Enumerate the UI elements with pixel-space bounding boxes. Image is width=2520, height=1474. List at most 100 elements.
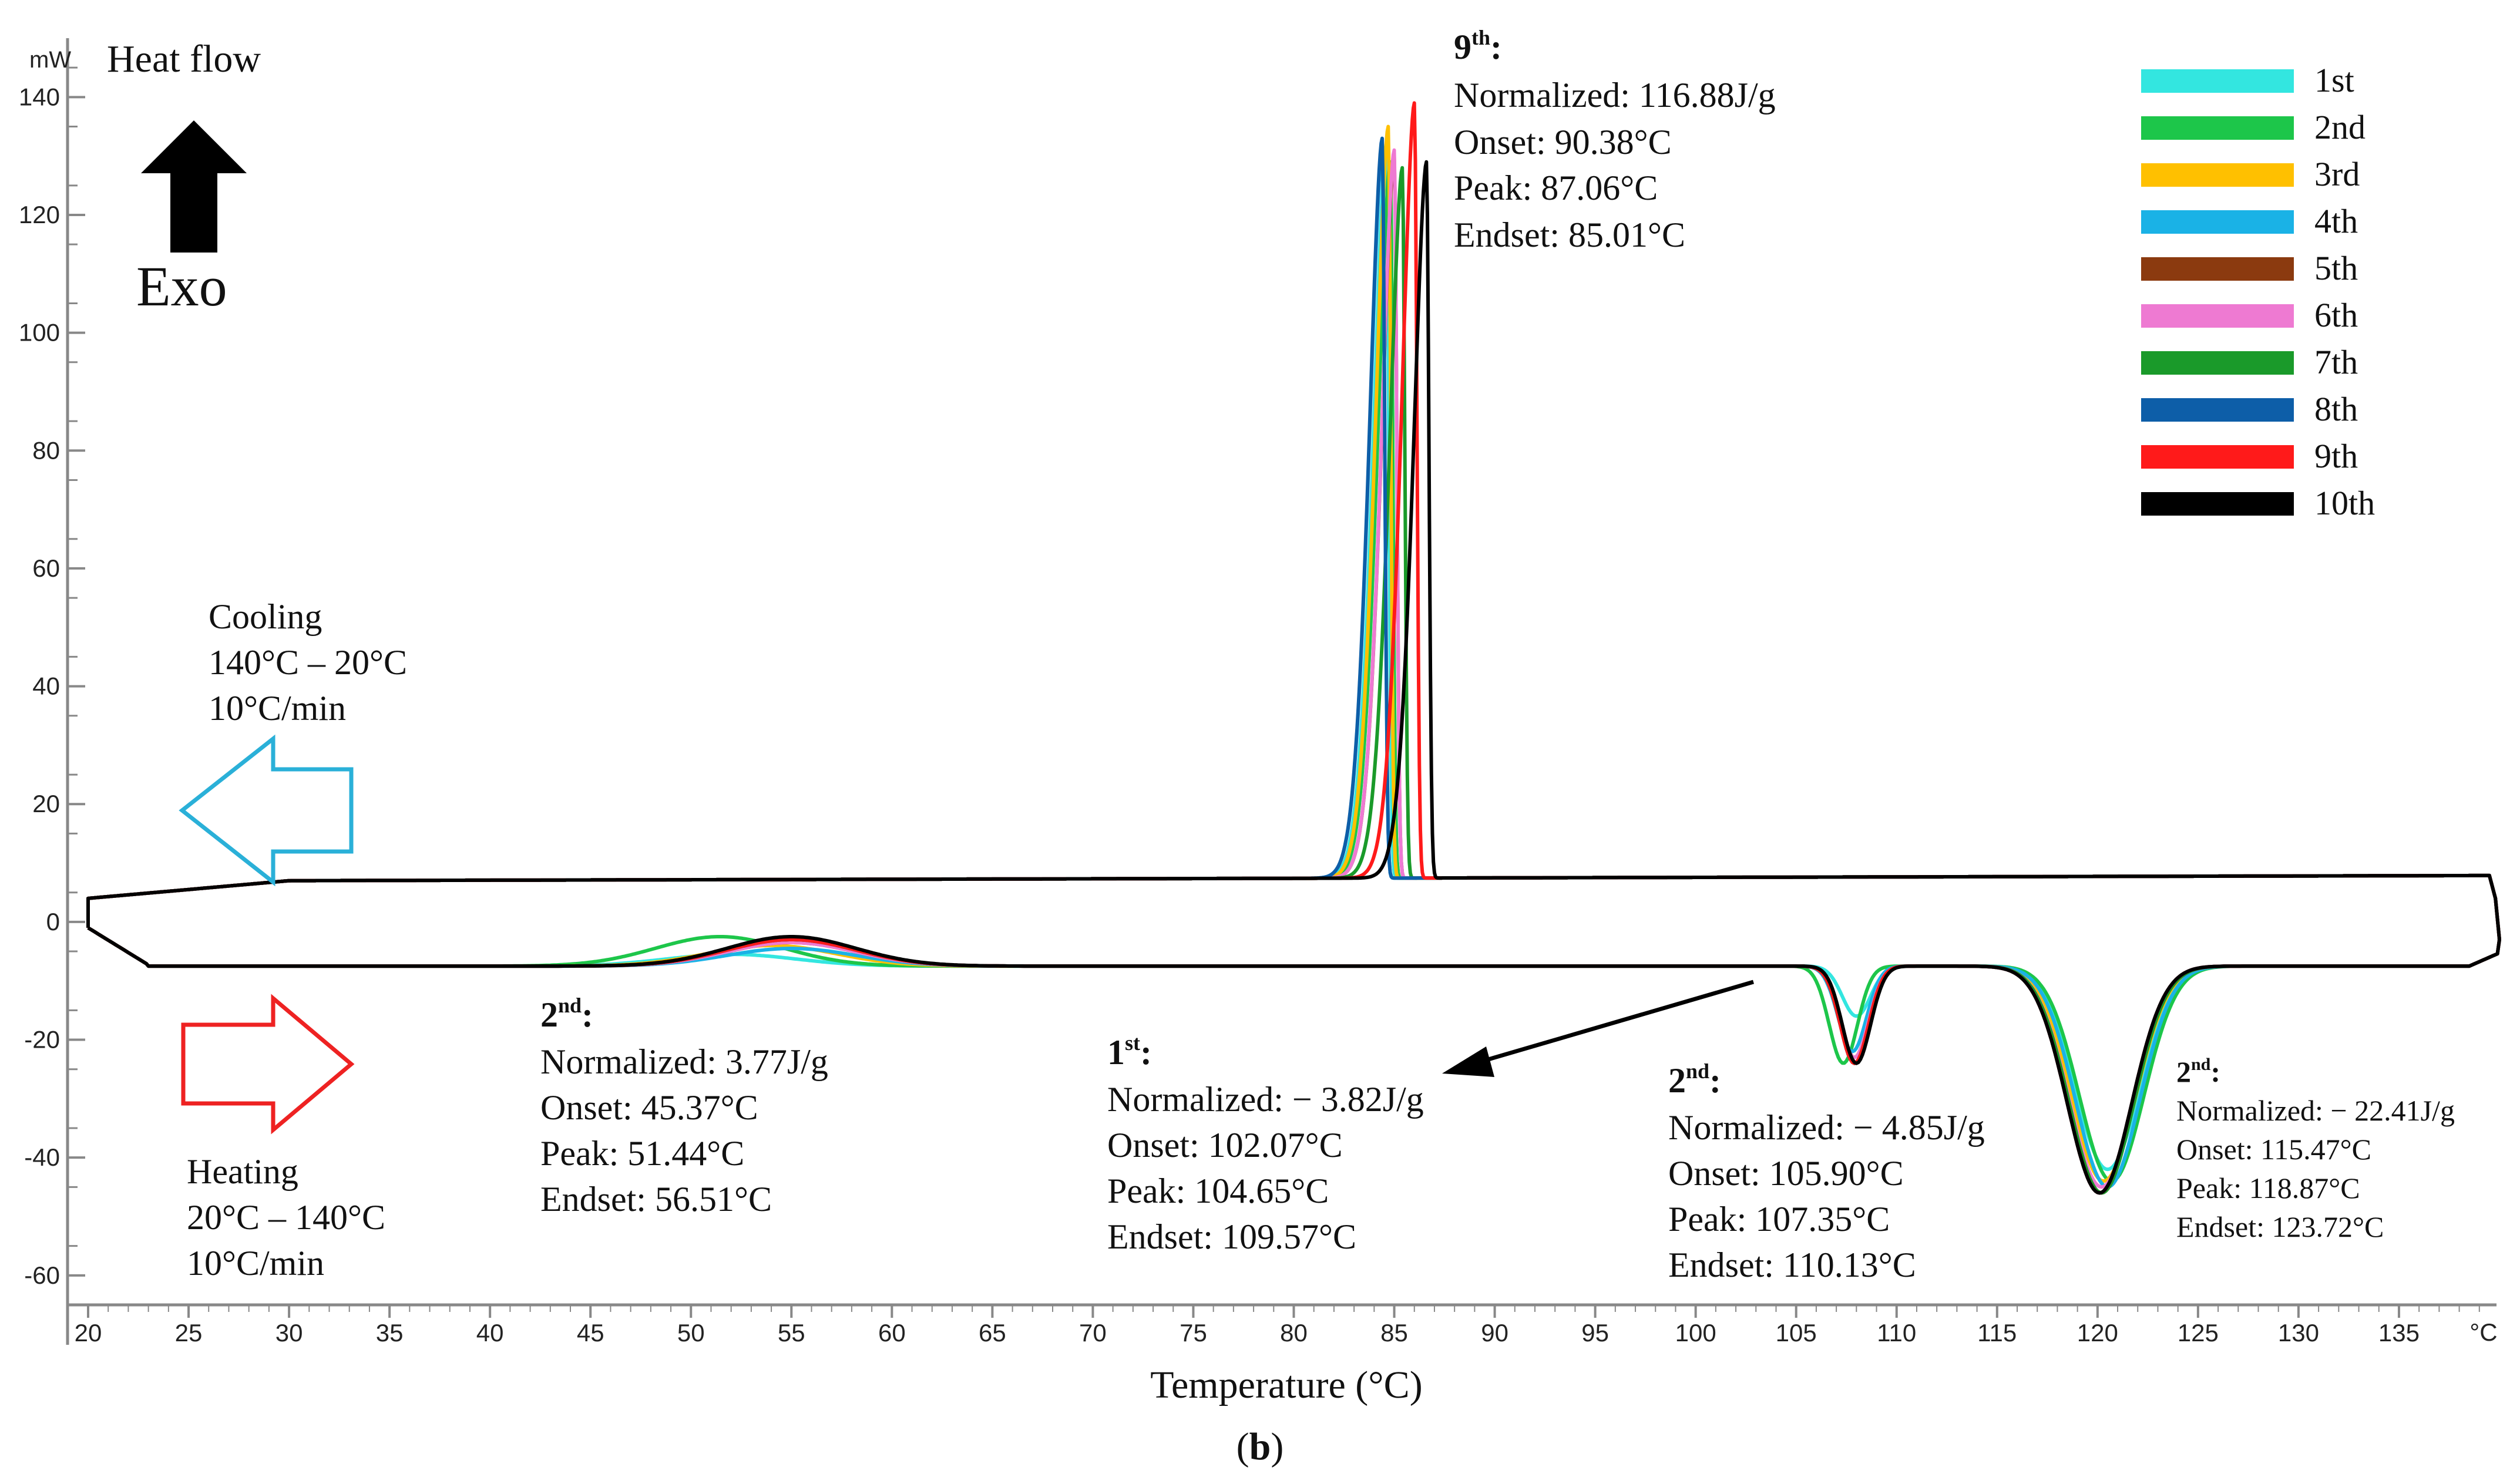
x-tick-label: 125 [2178,1319,2219,1347]
svg-text:Normalized: 116.88J/g: Normalized: 116.88J/g [1454,76,1776,115]
svg-text:2nd:: 2nd: [1668,1059,1721,1100]
heating-title: Heating [187,1152,298,1191]
annotation-2nd-endo-peak-2: 2nd: Normalized: − 22.41J/g Onset: 115.4… [2176,1055,2455,1243]
x-tick-label: 135 [2378,1319,2420,1347]
x-tick-label: 115 [1977,1319,2017,1347]
svg-text:Onset: 45.37°C: Onset: 45.37°C [540,1088,758,1127]
x-tick-label: 90 [1481,1319,1508,1347]
x-tick-label: 80 [1280,1319,1308,1347]
x-tick-label: 110 [1877,1319,1916,1347]
legend-label-6th: 6th [2314,296,2358,334]
x-tick-label: 100 [1675,1319,1716,1347]
legend-label-8th: 8th [2314,390,2358,428]
svg-text:Onset: 90.38°C: Onset: 90.38°C [1454,123,1672,161]
series-line-2nd [86,160,2501,1183]
legend-swatch-6th [2141,304,2294,328]
x-tick-label: 50 [677,1319,705,1347]
legend-label-5th: 5th [2314,249,2358,287]
legend-label-1st: 1st [2314,61,2354,99]
x-tick-label: 65 [979,1319,1006,1347]
y-unit-label: mW [29,47,71,73]
axes [66,38,2497,1345]
series-line-9th [86,101,2501,1195]
series-line-7th [86,166,2501,1195]
cooling-range: 140°C – 20°C [209,643,407,682]
svg-text:9th:: 9th: [1454,26,1502,66]
svg-text:Endset: 85.01°C: Endset: 85.01°C [1454,216,1685,254]
svg-text:Endset: 123.72°C: Endset: 123.72°C [2176,1210,2384,1243]
legend-swatch-4th [2141,210,2294,234]
legend-label-7th: 7th [2314,343,2358,381]
legend-label-9th: 9th [2314,437,2358,475]
heating-arrow-icon [181,994,355,1135]
svg-text:Normalized: − 22.41J/g: Normalized: − 22.41J/g [2176,1094,2455,1127]
dsc-curves [86,101,2501,1195]
series-line-1st [86,142,2501,1172]
legend-label-3rd: 3rd [2314,155,2360,193]
series-line-5th [86,154,2501,1195]
x-tick-label: 95 [1581,1319,1609,1347]
y-ticks: -60 -40 -20 0 20 40 60 80 100 120 140 [19,66,85,1306]
x-unit-label: °C [2469,1318,2497,1346]
x-tick-label: 20 [75,1319,102,1347]
svg-text:Normalized: − 4.85J/g: Normalized: − 4.85J/g [1668,1108,1985,1147]
heating-rate: 10°C/min [187,1244,324,1283]
annotation-1st-endo-peak: 1st: Normalized: − 3.82J/g Onset: 102.07… [1107,1031,1424,1256]
svg-text:Endset: 56.51°C: Endset: 56.51°C [540,1180,772,1219]
y-tick-label: 40 [32,672,60,700]
svg-text:Normalized: 3.77J/g: Normalized: 3.77J/g [540,1042,828,1081]
annotation-2nd-endo-peak-1: 2nd: Normalized: − 4.85J/g Onset: 105.90… [1668,1059,1985,1284]
x-tick-label: 75 [1180,1319,1207,1347]
annotation-9th-exo-peak: 9th: Normalized: 116.88J/g Onset: 90.38°… [1454,26,1776,254]
series-line-8th [86,136,2501,1195]
x-tick-label: 120 [2077,1319,2118,1347]
y-tick-label: 140 [19,83,60,110]
cooling-title: Cooling [209,597,322,636]
svg-text:2nd:: 2nd: [2176,1055,2220,1088]
svg-text:Peak: 104.65°C: Peak: 104.65°C [1107,1172,1329,1210]
svg-text:Peak: 51.44°C: Peak: 51.44°C [540,1134,744,1173]
x-tick-label: 30 [275,1319,303,1347]
y-tick-label: 120 [19,201,60,228]
svg-text:Onset: 102.07°C: Onset: 102.07°C [1107,1126,1343,1165]
y-axis-title: Heat flow [107,38,261,80]
series-line-6th [86,148,2501,1189]
exo-arrow-icon [141,120,247,253]
legend-swatch-1st [2141,69,2294,93]
y-tick-label: -40 [24,1143,60,1171]
svg-text:2nd:: 2nd: [540,994,593,1034]
x-tick-label: 40 [476,1319,504,1347]
svg-text:Onset: 105.90°C: Onset: 105.90°C [1668,1154,1904,1193]
annotation-2nd-exo-hump: 2nd: Normalized: 3.77J/g Onset: 45.37°C … [540,994,828,1219]
cooling-rate: 10°C/min [209,689,346,728]
series-line-3rd [86,124,2501,1183]
pointer-arrow-icon [1442,980,1754,1077]
y-tick-label: 0 [46,908,60,935]
y-tick-label: 20 [32,790,60,817]
x-tick-label: 60 [878,1319,906,1347]
exo-label: Exo [136,255,227,318]
legend-label-10th: 10th [2314,484,2375,522]
x-ticks: 20 25 30 35 40 45 50 55 60 65 70 75 80 85 90 95 100 105 11… [75,1305,2480,1347]
x-tick-label: 45 [577,1319,604,1347]
legend-swatch-10th [2141,492,2294,516]
x-tick-label: 70 [1079,1319,1107,1347]
legend-swatch-5th [2141,257,2294,281]
legend-label-2nd: 2nd [2314,108,2366,146]
y-tick-label: -60 [24,1261,60,1289]
figure-caption: (b) [1237,1425,1284,1468]
y-tick-label: 60 [32,554,60,582]
cooling-arrow-icon [179,734,354,887]
legend-label-4th: 4th [2314,202,2358,240]
svg-text:Peak: 87.06°C: Peak: 87.06°C [1454,169,1658,207]
x-tick-label: 85 [1380,1319,1408,1347]
svg-text:Onset: 115.47°C: Onset: 115.47°C [2176,1133,2371,1166]
x-tick-label: 105 [1776,1319,1817,1347]
series-line-10th [86,160,2501,1195]
y-tick-label: 100 [19,319,60,346]
svg-text:Normalized: − 3.82J/g: Normalized: − 3.82J/g [1107,1080,1424,1119]
svg-text:1st:: 1st: [1107,1031,1152,1072]
x-axis-title: Temperature (°C) [1150,1364,1422,1406]
legend-swatch-2nd [2141,116,2294,140]
